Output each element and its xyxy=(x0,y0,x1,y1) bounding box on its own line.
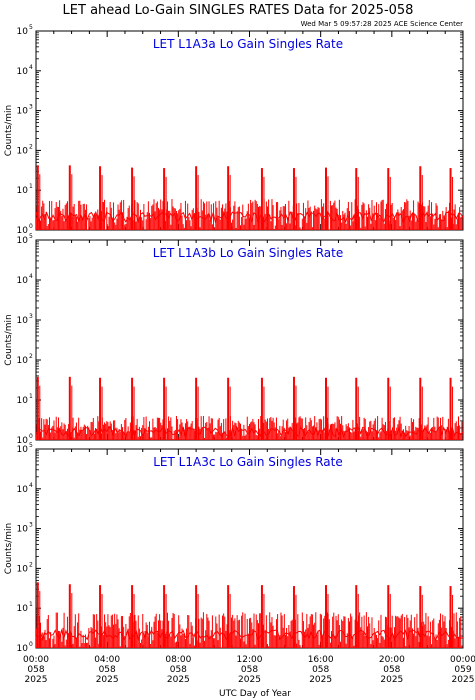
y-tick-exponent: 1 xyxy=(29,601,33,608)
figure-title: LET ahead Lo-Gain SINGLES RATES Data for… xyxy=(63,3,414,18)
y-tick-label: 10 xyxy=(17,316,29,326)
x-tick-year: 2025 xyxy=(238,675,261,685)
y-tick-exponent: 3 xyxy=(29,104,33,111)
series-3 xyxy=(36,582,463,648)
y-tick-label: 10 xyxy=(17,226,29,236)
x-tick-doy: 058 xyxy=(27,665,44,675)
y-tick-exponent: 3 xyxy=(29,522,33,529)
data-trace xyxy=(36,628,463,642)
y-tick-exponent: 0 xyxy=(29,641,33,648)
y-tick-label: 10 xyxy=(17,186,29,196)
x-axis-label: UTC Day of Year xyxy=(219,689,291,699)
x-tick-time: 08:00 xyxy=(165,655,191,665)
data-trace xyxy=(36,425,463,439)
y-tick-label: 10 xyxy=(17,67,29,77)
y-tick-label: 10 xyxy=(17,276,29,286)
x-tick-year: 2025 xyxy=(309,675,332,685)
x-tick-year: 2025 xyxy=(167,675,190,685)
panel-title: LET L1A3a Lo Gain Singles Rate xyxy=(153,37,343,51)
y-tick-exponent: 1 xyxy=(29,393,33,400)
y-tick-exponent: 2 xyxy=(29,143,33,150)
x-tick-time: 12:00 xyxy=(237,655,263,665)
y-tick-label: 10 xyxy=(17,356,29,366)
x-tick-time: 20:00 xyxy=(379,655,405,665)
y-tick-label: 10 xyxy=(17,525,29,535)
y-tick-label: 10 xyxy=(17,436,29,446)
y-tick-exponent: 4 xyxy=(29,482,33,489)
x-tick-time: 16:00 xyxy=(308,655,334,665)
x-tick-doy: 058 xyxy=(312,665,329,675)
panel-title: LET L1A3b Lo Gain Singles Rate xyxy=(153,246,344,260)
x-tick-doy: 058 xyxy=(170,665,187,675)
y-tick-label: 10 xyxy=(17,236,29,246)
y-tick-label: 10 xyxy=(17,27,29,37)
series-1 xyxy=(36,165,463,230)
y-tick-exponent: 0 xyxy=(29,433,33,440)
y-axis-label: Counts/min xyxy=(4,105,14,156)
generation-timestamp: Wed Mar 5 09:57:28 2025 ACE Science Cent… xyxy=(301,20,464,28)
y-tick-exponent: 2 xyxy=(29,353,33,360)
data-trace xyxy=(36,210,463,224)
x-tick-doy: 058 xyxy=(241,665,258,675)
x-tick-doy: 059 xyxy=(454,665,471,675)
x-tick-doy: 058 xyxy=(383,665,400,675)
y-tick-label: 10 xyxy=(17,564,29,574)
y-tick-exponent: 4 xyxy=(29,273,33,280)
x-axis: 00:00058202504:00058202508:00058202512:0… xyxy=(23,655,475,685)
y-tick-label: 10 xyxy=(17,485,29,495)
x-tick-year: 2025 xyxy=(96,675,119,685)
x-tick-time: 00:00 xyxy=(450,655,475,665)
series-2 xyxy=(36,376,463,440)
y-axis-label: Counts/min xyxy=(4,314,14,365)
y-tick-exponent: 3 xyxy=(29,313,33,320)
y-tick-exponent: 1 xyxy=(29,183,33,190)
y-axis-label: Counts/min xyxy=(4,523,14,574)
x-tick-year: 2025 xyxy=(452,675,475,685)
x-tick-time: 04:00 xyxy=(94,655,120,665)
y-tick-exponent: 5 xyxy=(29,442,33,449)
x-tick-doy: 058 xyxy=(99,665,116,675)
x-tick-year: 2025 xyxy=(380,675,403,685)
y-tick-label: 10 xyxy=(17,604,29,614)
y-tick-exponent: 5 xyxy=(29,24,33,31)
y-tick-exponent: 0 xyxy=(29,223,33,230)
panel-title: LET L1A3c Lo Gain Singles Rate xyxy=(153,455,343,469)
x-tick-year: 2025 xyxy=(25,675,48,685)
y-tick-exponent: 5 xyxy=(29,233,33,240)
y-tick-exponent: 4 xyxy=(29,64,33,71)
y-tick-exponent: 2 xyxy=(29,561,33,568)
y-tick-label: 10 xyxy=(17,107,29,117)
y-tick-label: 10 xyxy=(17,644,29,654)
x-tick-time: 00:00 xyxy=(23,655,49,665)
y-tick-label: 10 xyxy=(17,146,29,156)
y-tick-label: 10 xyxy=(17,396,29,406)
y-tick-label: 10 xyxy=(17,445,29,455)
